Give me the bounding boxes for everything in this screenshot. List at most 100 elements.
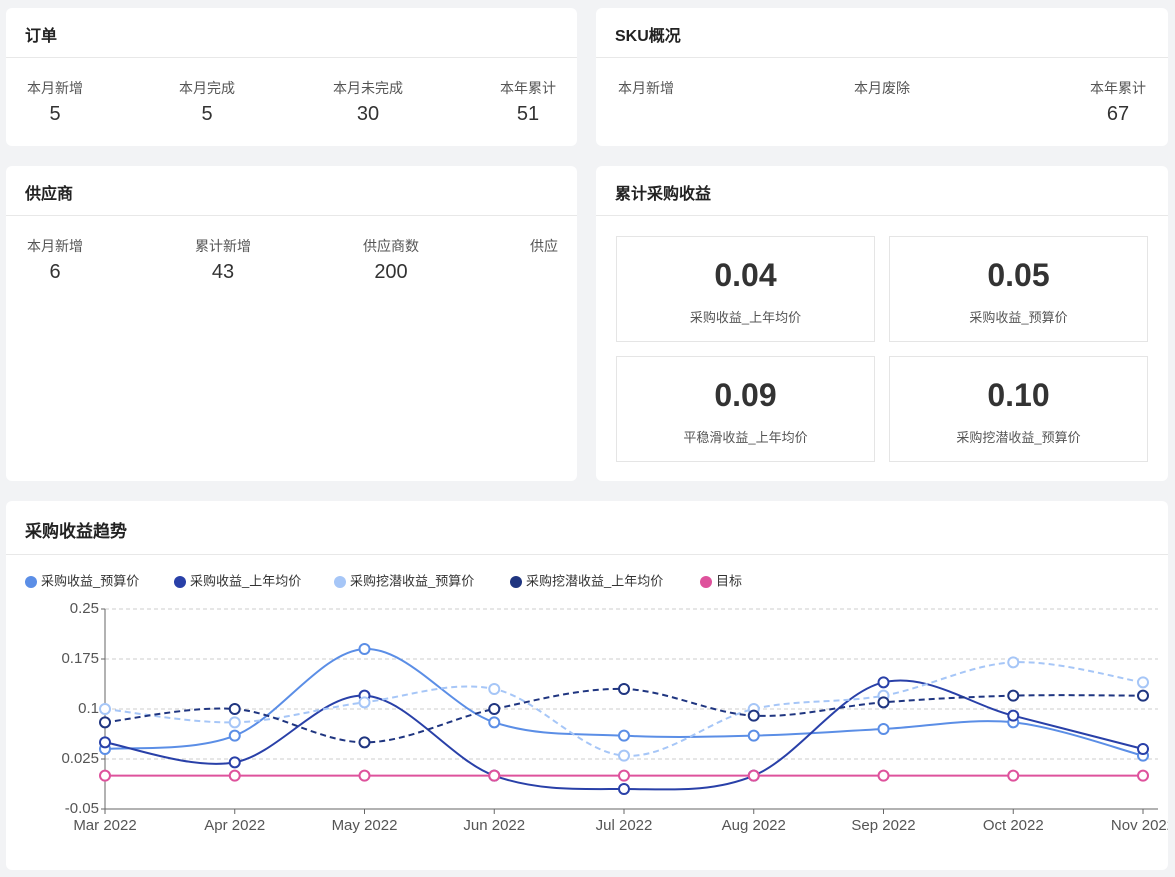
- metric-value: 0.05: [890, 257, 1147, 294]
- metric-value: 0.09: [617, 377, 874, 414]
- data-point: [879, 724, 889, 734]
- card-title: 累计采购收益: [615, 180, 711, 204]
- metric-value: 0.04: [617, 257, 874, 294]
- y-tick-label: 0.25: [70, 600, 99, 617]
- data-point: [619, 731, 629, 741]
- x-tick-label: Apr 2022: [204, 817, 265, 834]
- data-point: [749, 771, 759, 781]
- legend-marker: [700, 576, 712, 588]
- data-point: [619, 751, 629, 761]
- sku-card: SKU概况本月新增 本月废除 本年累计 67: [596, 8, 1168, 146]
- data-point: [360, 737, 370, 747]
- x-tick-label: Oct 2022: [983, 817, 1044, 834]
- stat-label: 本月完成: [179, 78, 235, 98]
- metric-box: 0.05 采购收益_预算价: [889, 236, 1148, 342]
- stat-value: 5: [201, 103, 212, 126]
- x-tick-label: Mar 2022: [73, 817, 136, 834]
- x-tick-label: Jun 2022: [463, 817, 525, 834]
- metric-box: 0.09 平稳滑收益_上年均价: [616, 356, 875, 462]
- data-point: [230, 717, 240, 727]
- chart: -0.050.0250.10.1750.25Mar 2022Apr 2022Ma…: [6, 501, 1168, 870]
- x-tick-label: Sep 2022: [851, 817, 915, 834]
- data-point: [100, 704, 110, 714]
- legend-marker: [25, 576, 37, 588]
- divider: [6, 57, 577, 58]
- orders-card: 订单本月新增 5 本月完成 5 本月未完成 30 本年累计 51: [6, 8, 577, 146]
- y-tick-label: 0.1: [78, 700, 99, 717]
- data-point: [879, 771, 889, 781]
- card-title: SKU概况: [615, 22, 681, 46]
- data-point: [489, 704, 499, 714]
- metric-label: 采购收益_预算价: [890, 307, 1147, 326]
- data-point: [1008, 711, 1018, 721]
- x-tick-label: Jul 2022: [596, 817, 653, 834]
- divider: [596, 57, 1168, 58]
- stat-label: 本年累计: [1090, 78, 1146, 98]
- data-point: [879, 677, 889, 687]
- data-point: [100, 737, 110, 747]
- stat-label: 供应: [530, 236, 558, 256]
- data-point: [230, 771, 240, 781]
- legend-label: 采购收益_上年均价: [190, 573, 301, 588]
- stat-value: 5: [49, 103, 60, 126]
- x-tick-label: May 2022: [332, 817, 398, 834]
- income-card: 累计采购收益 0.04 采购收益_上年均价 0.05 采购收益_预算价 0.09 平稳滑收益…: [596, 166, 1168, 481]
- card-title: 订单: [25, 22, 57, 46]
- stat-label: 累计新增: [195, 236, 251, 256]
- metric-label: 平稳滑收益_上年均价: [617, 427, 874, 446]
- data-point: [619, 684, 629, 694]
- data-point: [1008, 691, 1018, 701]
- stat-label: 本月新增: [618, 78, 674, 98]
- data-point: [230, 731, 240, 741]
- y-tick-label: -0.05: [65, 800, 99, 817]
- stat-label: 本年累计: [500, 78, 556, 98]
- x-tick-label: Aug 2022: [722, 817, 786, 834]
- divider: [6, 215, 577, 216]
- legend-label: 采购收益_预算价: [41, 573, 139, 588]
- data-point: [360, 644, 370, 654]
- stat-value: 51: [517, 103, 539, 126]
- legend-marker: [174, 576, 186, 588]
- data-point: [489, 717, 499, 727]
- stat-value: 67: [1107, 103, 1129, 126]
- stat-value: 43: [212, 261, 234, 284]
- legend-label: 采购挖潜收益_预算价: [350, 573, 474, 588]
- data-point: [489, 771, 499, 781]
- stat-value: 6: [49, 261, 60, 284]
- data-point: [360, 771, 370, 781]
- trend-card: 采购收益趋势 -0.050.0250.10.1750.25Mar 2022Apr…: [6, 501, 1168, 870]
- x-tick-label: Nov 2022: [1111, 817, 1168, 834]
- data-point: [749, 711, 759, 721]
- data-point: [360, 697, 370, 707]
- data-point: [1138, 677, 1148, 687]
- stat-label: 本月新增: [27, 236, 83, 256]
- stat-value: 30: [357, 103, 379, 126]
- y-tick-label: 0.175: [61, 650, 99, 667]
- data-point: [1138, 771, 1148, 781]
- legend-label: 目标: [716, 573, 742, 588]
- data-point: [1008, 771, 1018, 781]
- stat-label: 供应商数: [363, 236, 419, 256]
- data-point: [230, 757, 240, 767]
- metric-label: 采购收益_上年均价: [617, 307, 874, 326]
- data-point: [100, 717, 110, 727]
- card-title: 供应商: [25, 180, 73, 204]
- stat-label: 本月未完成: [333, 78, 403, 98]
- data-point: [1138, 744, 1148, 754]
- stat-label: 本月新增: [27, 78, 83, 98]
- data-point: [100, 771, 110, 781]
- legend-label: 采购挖潜收益_上年均价: [526, 573, 663, 588]
- metric-label: 采购挖潜收益_预算价: [890, 427, 1147, 446]
- legend-marker: [334, 576, 346, 588]
- data-point: [489, 684, 499, 694]
- data-point: [230, 704, 240, 714]
- divider: [596, 215, 1168, 216]
- data-point: [1138, 691, 1148, 701]
- metric-box: 0.04 采购收益_上年均价: [616, 236, 875, 342]
- suppliers-card: 供应商本月新增6累计新增43供应商数200供应: [6, 166, 577, 481]
- data-point: [1008, 657, 1018, 667]
- metric-value: 0.10: [890, 377, 1147, 414]
- metric-box: 0.10 采购挖潜收益_预算价: [889, 356, 1148, 462]
- stat-label: 本月废除: [854, 78, 910, 98]
